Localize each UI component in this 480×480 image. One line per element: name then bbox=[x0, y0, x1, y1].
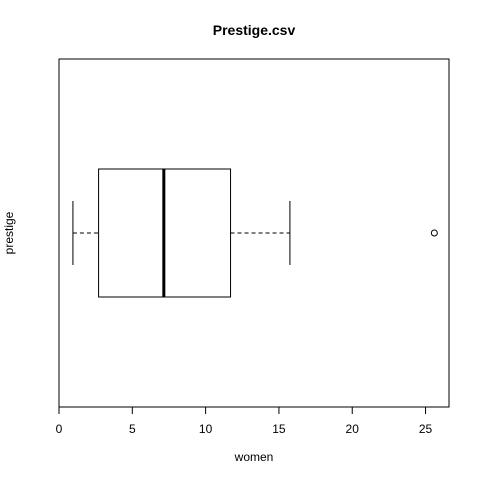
x-axis: 0 5 10 15 20 25 bbox=[56, 407, 433, 436]
plot-frame bbox=[58, 58, 450, 408]
x-tick-label: 0 bbox=[56, 422, 63, 436]
chart-title: Prestige.csv bbox=[213, 22, 296, 38]
box-layer bbox=[72, 168, 438, 298]
x-tick-label: 10 bbox=[199, 422, 213, 436]
x-tick-label: 15 bbox=[272, 422, 286, 436]
x-tick-label: 25 bbox=[419, 422, 433, 436]
x-axis-label: women bbox=[234, 450, 274, 464]
x-tick-label: 20 bbox=[346, 422, 360, 436]
y-axis-label: prestige bbox=[2, 211, 16, 254]
outlier-point bbox=[430, 229, 438, 237]
x-tick-label: 5 bbox=[129, 422, 136, 436]
